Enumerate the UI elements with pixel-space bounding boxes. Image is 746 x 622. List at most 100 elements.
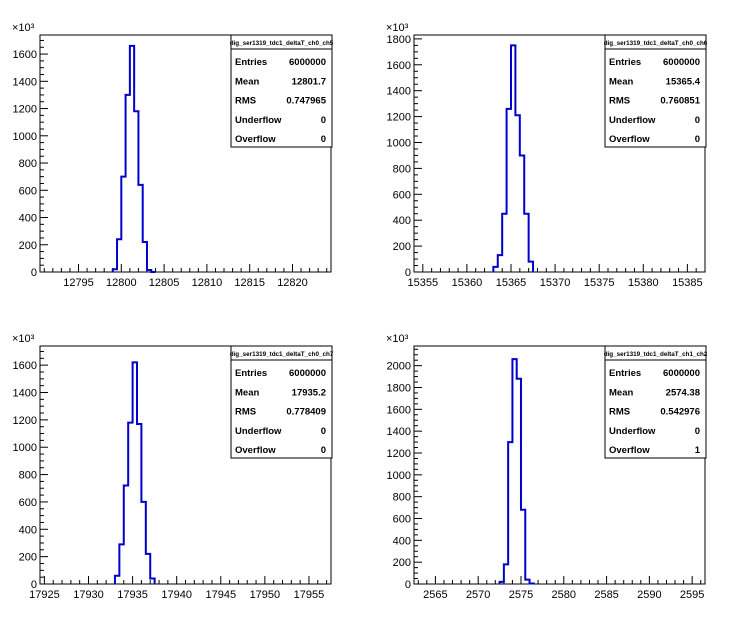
y-tick-label: 1600: [387, 404, 411, 416]
y-multiplier-label: ×10³: [12, 22, 35, 34]
y-tick-label: 400: [393, 215, 411, 227]
stats-box-frame: [604, 345, 707, 459]
y-multiplier-label: ×10³: [386, 22, 409, 34]
y-tick-label: 1200: [387, 112, 411, 124]
y-tick-label: 1400: [13, 388, 37, 400]
stats-label: Entries: [235, 368, 267, 379]
stats-label: Underflow: [235, 115, 282, 126]
stats-box-title: dig_ser1319_tdc1_deltaT_ch0_ch5: [230, 40, 334, 47]
stats-value: 0: [695, 115, 700, 126]
x-tick-label: 15385: [672, 277, 703, 289]
stats-label: Mean: [235, 387, 259, 398]
x-tick-label: 12795: [63, 277, 94, 289]
stats-box-title: dig_ser1319_tdc1_deltaT_ch0_ch7: [230, 351, 334, 358]
x-tick-label: 17935: [117, 589, 148, 601]
stats-label: Overflow: [609, 134, 650, 145]
y-tick-label: 400: [19, 524, 37, 536]
x-tick-label: 15380: [628, 277, 659, 289]
stats-label: Entries: [235, 57, 267, 68]
y-tick-label: 800: [19, 470, 37, 482]
x-tick-label: 17940: [161, 589, 192, 601]
stats-box: dig_ser1319_tdc1_deltaT_ch0_ch7 Entries 60…: [230, 345, 334, 459]
stats-value: 0: [321, 426, 326, 437]
y-tick-label: 1000: [13, 131, 37, 143]
y-tick-label: 400: [393, 535, 411, 547]
y-tick-label: 1400: [387, 86, 411, 98]
stats-label: Entries: [609, 57, 641, 68]
stats-value: 6000000: [663, 368, 700, 379]
y-tick-label: 0: [405, 579, 411, 591]
y-tick-label: 1600: [13, 49, 37, 61]
plot-frame: [39, 34, 332, 273]
stats-label: RMS: [609, 407, 630, 418]
x-tick-label: 2590: [637, 589, 661, 601]
stats-box: dig_ser1319_tdc1_deltaT_ch0_ch5 Entries 60…: [230, 34, 334, 148]
stats-value: 0.542976: [660, 407, 700, 418]
stats-box-frame: [230, 34, 333, 148]
stats-box: dig_ser1319_tdc1_deltaT_ch1_ch2 Entries 60…: [604, 345, 708, 459]
x-tick-label: 2565: [423, 589, 447, 601]
y-tick-label: 1800: [387, 382, 411, 394]
y-tick-label: 600: [19, 497, 37, 509]
histogram-line: [111, 44, 156, 273]
histogram-line: [492, 44, 535, 272]
y-tick-label: 0: [405, 267, 411, 279]
y-tick-label: 1600: [13, 360, 37, 372]
stats-value: 1: [695, 445, 701, 456]
stats-box-frame: [230, 345, 333, 459]
y-tick-label: 0: [31, 579, 37, 591]
x-tick-label: 15355: [408, 277, 439, 289]
y-tick-label: 2000: [387, 361, 411, 373]
x-tick-label: 12800: [106, 277, 137, 289]
histogram-panel-2: 15355 15360 15365 15370 15375 15380 15385 0 200 4…: [386, 22, 708, 289]
y-tick-label: 200: [19, 552, 37, 564]
y-tick-label: 800: [393, 492, 411, 504]
histogram-line: [498, 358, 535, 585]
y-tick-label: 600: [393, 189, 411, 201]
y-tick-label: 400: [19, 213, 37, 225]
stats-label: Underflow: [609, 426, 656, 437]
x-tick-label: 2580: [552, 589, 576, 601]
x-tick-label: 17925: [29, 589, 60, 601]
stats-value: 0: [695, 426, 700, 437]
stats-value: 0: [321, 134, 326, 145]
stats-value: 0.778409: [286, 407, 326, 418]
stats-label: Mean: [609, 76, 633, 87]
y-tick-label: 1400: [13, 76, 37, 88]
stats-label: RMS: [235, 96, 256, 107]
x-tick-label: 12815: [234, 277, 265, 289]
x-tick-label: 15375: [584, 277, 615, 289]
y-multiplier-label: ×10³: [12, 333, 35, 345]
y-tick-label: 0: [31, 267, 37, 279]
stats-label: Underflow: [235, 426, 282, 437]
y-tick-label: 1000: [387, 470, 411, 482]
stats-box: dig_ser1319_tdc1_deltaT_ch0_ch6 Entries 60…: [604, 34, 708, 148]
y-tick-label: 200: [393, 241, 411, 253]
y-tick-label: 200: [19, 240, 37, 252]
stats-value: 17935.2: [292, 387, 326, 398]
stats-label: Mean: [235, 76, 259, 87]
x-tick-label: 17950: [250, 589, 281, 601]
stats-box-title: dig_ser1319_tdc1_deltaT_ch0_ch6: [604, 40, 708, 47]
x-tick-label: 17955: [294, 589, 325, 601]
y-tick-label: 600: [19, 185, 37, 197]
stats-value: 15365.4: [666, 76, 701, 87]
x-tick-label: 12820: [277, 277, 308, 289]
x-tick-label: 12805: [149, 277, 180, 289]
stats-value: 0: [695, 134, 700, 145]
y-tick-label: 1200: [13, 104, 37, 116]
y-tick-label: 200: [393, 557, 411, 569]
stats-value: 0.747965: [286, 96, 326, 107]
stats-label: RMS: [609, 96, 630, 107]
stats-box-title: dig_ser1319_tdc1_deltaT_ch1_ch2: [604, 351, 708, 358]
plot-frame: [413, 34, 706, 273]
y-tick-label: 800: [19, 158, 37, 170]
stats-label: Overflow: [609, 445, 650, 456]
stats-label: Mean: [609, 387, 633, 398]
x-tick-label: 2570: [466, 589, 490, 601]
stats-value: 6000000: [663, 57, 700, 68]
stats-value: 6000000: [289, 368, 326, 379]
stats-value: 0: [321, 445, 326, 456]
histogram-line: [113, 361, 156, 584]
